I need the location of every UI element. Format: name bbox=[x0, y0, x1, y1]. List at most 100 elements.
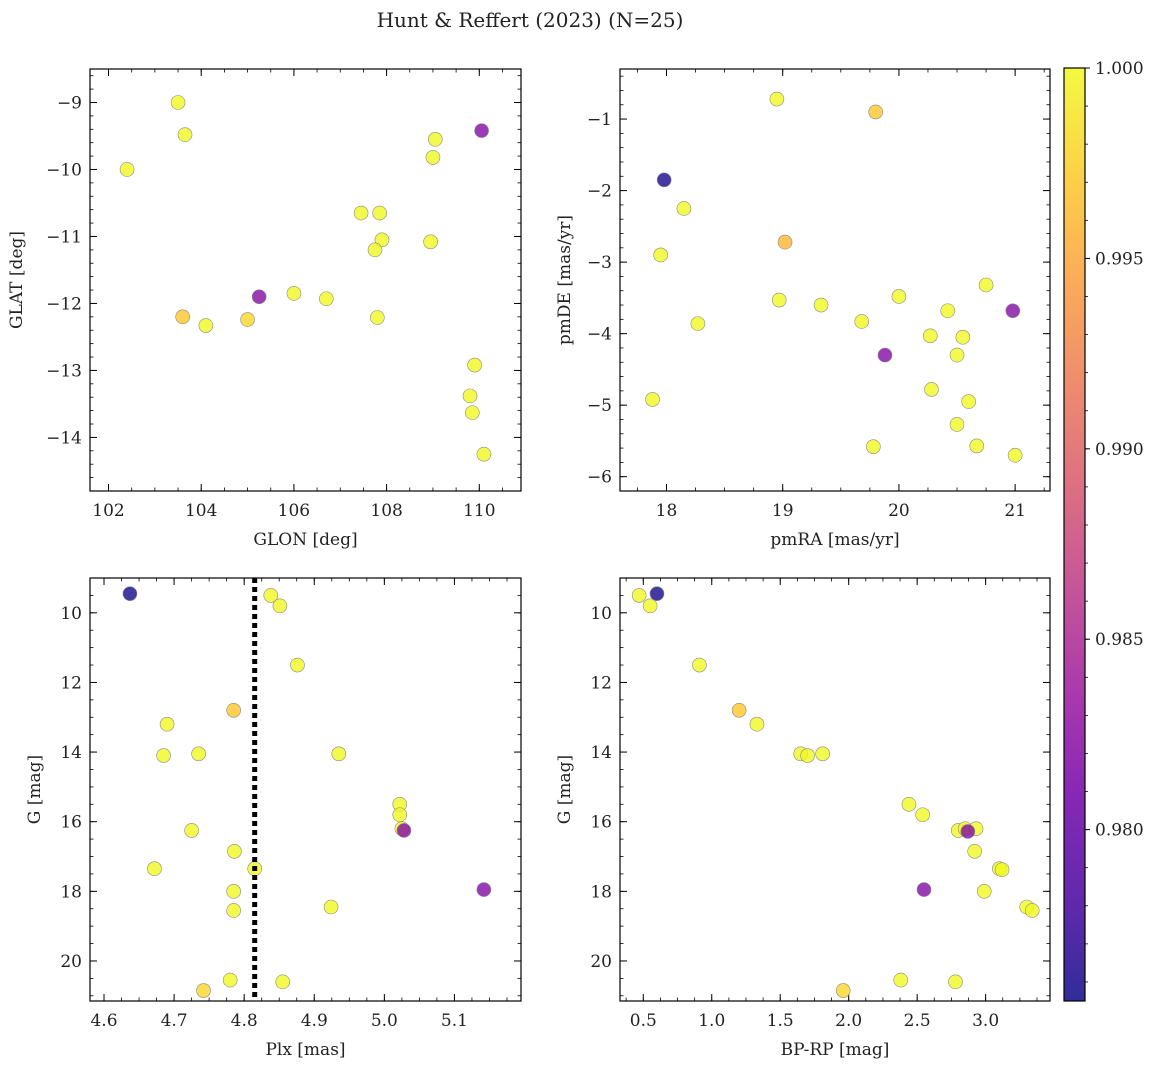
x-tick-label: 5.1 bbox=[441, 1011, 468, 1031]
scatter-point bbox=[649, 586, 665, 601]
scatter-point bbox=[370, 310, 385, 325]
scatter-point bbox=[854, 314, 870, 329]
y-tick-label: −11 bbox=[46, 227, 82, 247]
axes-frame bbox=[89, 68, 522, 492]
scatter-point bbox=[240, 312, 255, 327]
scatter-point bbox=[915, 807, 930, 823]
x-tick-label: 18 bbox=[656, 501, 678, 521]
scatter-point bbox=[196, 983, 211, 998]
scatter-point bbox=[949, 417, 965, 432]
scatter-point bbox=[692, 657, 707, 673]
scatter-point bbox=[275, 974, 291, 990]
scatter-point bbox=[815, 746, 830, 762]
scatter-point bbox=[948, 974, 963, 990]
scatter-point bbox=[955, 329, 971, 345]
scatter-points bbox=[119, 95, 492, 462]
scatter-point bbox=[427, 132, 443, 147]
scatter-point bbox=[159, 716, 175, 732]
x-axis-label: Plx [mas] bbox=[265, 1040, 345, 1060]
scatter-point bbox=[994, 862, 1010, 878]
y-tick-label: 14 bbox=[60, 743, 82, 763]
scatter-point bbox=[251, 289, 267, 305]
scatter-point bbox=[642, 598, 658, 614]
scatter-point bbox=[467, 357, 482, 373]
x-tick-label: 4.6 bbox=[90, 1011, 117, 1031]
scatter-point bbox=[392, 807, 408, 823]
scatter-point bbox=[374, 232, 390, 248]
figure-title: Hunt & Reffert (2023) (N=25) bbox=[377, 8, 684, 32]
scatter-point bbox=[901, 796, 917, 812]
x-tick-label: 0.5 bbox=[630, 1011, 657, 1031]
scatter-point bbox=[777, 234, 793, 250]
y-tick-label: 12 bbox=[60, 673, 82, 693]
x-tick-label: 19 bbox=[772, 501, 794, 521]
y-tick-label: 10 bbox=[590, 604, 612, 624]
y-tick-label: −9 bbox=[57, 93, 82, 113]
x-axis-label: pmRA [mas/yr] bbox=[770, 530, 899, 550]
scatter-point bbox=[462, 388, 478, 404]
x-tick-label: 4.9 bbox=[301, 1011, 328, 1031]
scatter-point bbox=[916, 882, 932, 897]
y-tick-label: −12 bbox=[46, 294, 82, 314]
scatter-point bbox=[226, 702, 241, 718]
scatter-point bbox=[353, 205, 369, 221]
scatter-point bbox=[147, 861, 162, 877]
scatter-point bbox=[222, 972, 238, 988]
y-tick-label: 18 bbox=[60, 882, 82, 902]
scatter-point bbox=[227, 843, 242, 859]
scatter-point bbox=[323, 899, 339, 915]
y-tick-label: −1 bbox=[587, 110, 612, 130]
scatter-point bbox=[690, 316, 706, 331]
y-tick-label: −3 bbox=[587, 253, 612, 273]
colorbar-gradient bbox=[1063, 67, 1086, 1002]
x-tick-label: 106 bbox=[278, 501, 310, 521]
scatter-point bbox=[940, 303, 956, 319]
x-tick-label: 102 bbox=[92, 501, 124, 521]
scatter-point bbox=[156, 748, 171, 763]
scatter-point bbox=[331, 746, 347, 762]
scatter-point bbox=[976, 884, 992, 899]
scatter-point bbox=[967, 843, 982, 859]
y-tick-label: −6 bbox=[587, 468, 612, 488]
scatter-point bbox=[645, 392, 660, 407]
y-axis-label: pmDE [mas/yr] bbox=[555, 215, 575, 345]
x-tick-label: 2.0 bbox=[835, 1011, 862, 1031]
x-axis-label: GLON [deg] bbox=[253, 530, 357, 550]
axes-frame bbox=[619, 68, 1051, 492]
y-tick-label: 20 bbox=[590, 952, 612, 972]
scatter-point bbox=[263, 588, 279, 603]
scatter-point bbox=[813, 297, 829, 313]
y-tick-label: 20 bbox=[60, 952, 82, 972]
scatter-point bbox=[226, 903, 241, 918]
scatter-point bbox=[924, 382, 939, 397]
panel-bprp-g: 0.5 1.0 1.5 2.0 2.5 3.0 10 12 14 16 18 20 BP-RP [mag… bbox=[555, 577, 1051, 1060]
scatter-point bbox=[653, 247, 668, 263]
y-tick-label: 12 bbox=[590, 673, 612, 693]
y-tick-label: −14 bbox=[46, 428, 82, 448]
scatter-point bbox=[771, 292, 787, 308]
scatter-point bbox=[969, 438, 985, 454]
x-tick-label: 21 bbox=[1004, 501, 1026, 521]
scatter-point bbox=[866, 439, 881, 454]
scatter-point bbox=[372, 205, 387, 221]
scatter-point bbox=[177, 127, 193, 142]
y-tick-label: 16 bbox=[590, 813, 612, 833]
scatter-point bbox=[272, 598, 288, 614]
scatter-point bbox=[656, 172, 672, 188]
axes-frame bbox=[89, 577, 522, 1002]
colorbar-tick-label: 1.000 bbox=[1095, 59, 1144, 79]
colorbar: 0.980 0.985 0.990 0.995 1.000 bbox=[1063, 59, 1144, 1002]
x-tick-label: 108 bbox=[370, 501, 402, 521]
scatter-point bbox=[891, 289, 907, 304]
scatter-point bbox=[749, 716, 765, 732]
x-tick-label: 1.0 bbox=[698, 1011, 725, 1031]
x-axis-label: BP-RP [mag] bbox=[781, 1040, 890, 1060]
scatter-point bbox=[184, 823, 199, 838]
scatter-point bbox=[474, 123, 489, 138]
x-tick-label: 104 bbox=[185, 501, 217, 521]
x-tick-label: 4.8 bbox=[231, 1011, 258, 1031]
scatter-point bbox=[868, 104, 883, 120]
scatter-point bbox=[396, 823, 412, 838]
scatter-point bbox=[1024, 903, 1040, 918]
